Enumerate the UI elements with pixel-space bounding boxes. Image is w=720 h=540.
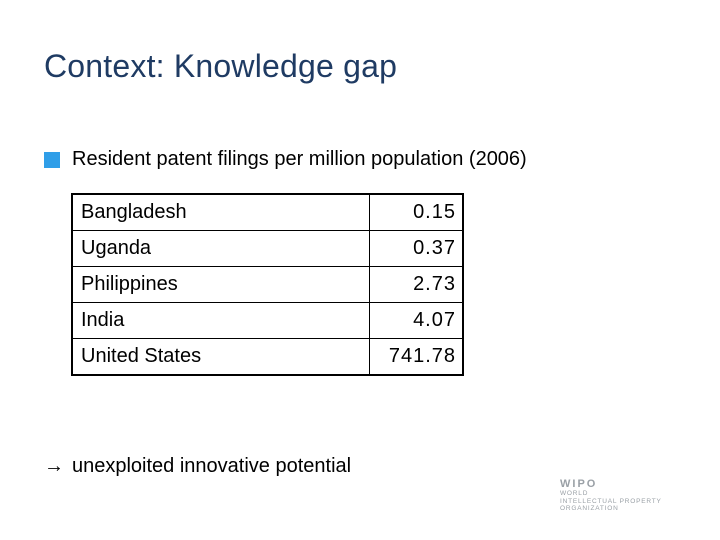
table-row: Bangladesh 0.15 [72, 194, 463, 231]
country-cell: India [72, 302, 370, 339]
slide-title: Context: Knowledge gap [44, 48, 398, 84]
conclusion-line: → unexploited innovative potential [44, 455, 351, 478]
square-bullet-icon [44, 151, 60, 168]
value-cell: 741.78 [369, 338, 463, 375]
logo-wordmark: WIPO [560, 478, 598, 490]
table-row: Philippines 2.73 [72, 266, 463, 303]
table-row: India 4.07 [72, 302, 463, 339]
table-row: Uganda 0.37 [72, 230, 463, 267]
country-cell: Bangladesh [72, 194, 370, 231]
country-cell: Uganda [72, 230, 370, 267]
bullet-text: Resident patent filings per million popu… [72, 148, 527, 170]
logo-line: INTELLECTUAL PROPERTY [560, 497, 662, 505]
patent-filings-table: Bangladesh 0.15 Uganda 0.37 Philippines … [71, 193, 464, 376]
value-cell: 0.15 [413, 201, 456, 223]
country-cell: Philippines [72, 266, 370, 303]
bullet-item: Resident patent filings per million popu… [44, 148, 527, 171]
table-row: United States 741.78 [72, 338, 463, 375]
conclusion-text: unexploited innovative potential [72, 455, 352, 477]
value-cell: 0.37 [369, 230, 463, 267]
value-cell: 2.73 [369, 266, 463, 303]
country-cell: United States [72, 338, 370, 375]
wipo-logo: WIPO WORLD INTELLECTUAL PROPERTY ORGANIZ… [560, 478, 696, 518]
logo-line: ORGANIZATION [560, 505, 619, 512]
value-cell: 4.07 [369, 302, 463, 339]
logo-line: WORLD [560, 490, 589, 497]
right-arrow-icon: → [44, 455, 64, 477]
